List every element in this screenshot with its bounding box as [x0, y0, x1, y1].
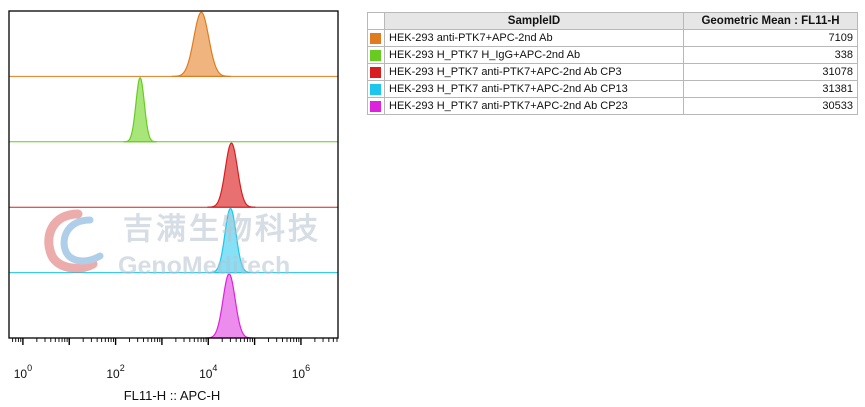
- x-axis-label: FL11-H :: APC-H: [124, 388, 221, 403]
- legend-swatch-cell: [367, 29, 385, 47]
- histogram-peak-4: [204, 273, 254, 339]
- legend-swatch-cell: [367, 97, 385, 115]
- legend-geomean-value: 31381: [683, 80, 858, 98]
- legend-row-4: HEK-293 H_PTK7 anti-PTK7+APC-2nd Ab CP23…: [367, 97, 858, 115]
- legend-swatch-cell: [367, 80, 385, 98]
- legend-row-0: HEK-293 anti-PTK7+APC-2nd Ab 7109: [367, 29, 858, 47]
- legend-row-1: HEK-293 H_PTK7 H_IgG+APC-2nd Ab 338: [367, 46, 858, 64]
- legend-swatch: [370, 32, 381, 44]
- legend-swatch: [370, 49, 381, 61]
- legend-header-row: SampleID Geometric Mean : FL11-H: [367, 12, 858, 30]
- legend-table: SampleID Geometric Mean : FL11-H HEK-293…: [367, 12, 858, 115]
- legend-swatch-cell: [367, 63, 385, 81]
- legend-sample-name: HEK-293 anti-PTK7+APC-2nd Ab: [384, 29, 684, 47]
- histogram-peak-2: [207, 142, 256, 208]
- x-tick-label-0: 100: [14, 363, 32, 381]
- legend-sample-name: HEK-293 H_PTK7 anti-PTK7+APC-2nd Ab CP23: [384, 97, 684, 115]
- legend-swatch: [370, 100, 381, 112]
- legend-row-2: HEK-293 H_PTK7 anti-PTK7+APC-2nd Ab CP3 3…: [367, 63, 858, 81]
- legend-row-3: HEK-293 H_PTK7 anti-PTK7+APC-2nd Ab CP13…: [367, 80, 858, 98]
- legend-geomean-value: 31078: [683, 63, 858, 81]
- legend-swatch: [370, 66, 381, 78]
- x-tick-label-2: 104: [199, 363, 217, 381]
- legend-sample-name: HEK-293 H_PTK7 H_IgG+APC-2nd Ab: [384, 46, 684, 64]
- legend-header-swatch: [367, 12, 385, 30]
- histogram-peak-1: [123, 77, 157, 143]
- legend-sample-name: HEK-293 H_PTK7 anti-PTK7+APC-2nd Ab CP3: [384, 63, 684, 81]
- legend-sample-name: HEK-293 H_PTK7 anti-PTK7+APC-2nd Ab CP13: [384, 80, 684, 98]
- histogram-peak-0: [171, 11, 231, 77]
- legend-body: HEK-293 anti-PTK7+APC-2nd Ab 7109 HEK-293 …: [367, 29, 858, 115]
- plot-frame: [8, 10, 339, 339]
- histogram-overlay-chart: 100 102 104 106 FL11-H :: APC-H: [8, 10, 339, 403]
- legend-header-sampleid: SampleID: [384, 12, 684, 30]
- legend-header-geomean: Geometric Mean : FL11-H: [683, 12, 858, 30]
- histogram-peak-3: [208, 207, 253, 274]
- legend-geomean-value: 7109: [683, 29, 858, 47]
- legend-swatch-cell: [367, 46, 385, 64]
- legend-geomean-value: 338: [683, 46, 858, 64]
- x-axis: 100 102 104 106: [12, 338, 338, 381]
- x-tick-label-3: 106: [292, 363, 310, 381]
- legend-geomean-value: 30533: [683, 97, 858, 115]
- x-tick-label-1: 102: [106, 363, 124, 381]
- legend-swatch: [370, 83, 381, 95]
- histogram-lanes: [9, 11, 338, 339]
